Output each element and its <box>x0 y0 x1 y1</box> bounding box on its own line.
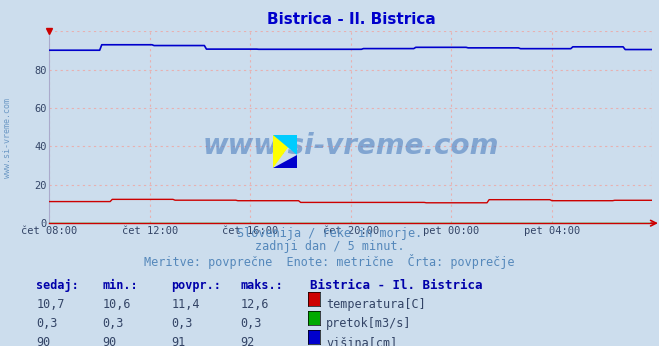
Title: Bistrica - Il. Bistrica: Bistrica - Il. Bistrica <box>266 12 436 27</box>
Text: temperatura[C]: temperatura[C] <box>326 298 426 311</box>
Text: 90: 90 <box>102 336 117 346</box>
Text: 10,7: 10,7 <box>36 298 65 311</box>
Text: 92: 92 <box>241 336 255 346</box>
Polygon shape <box>273 135 297 168</box>
Text: pretok[m3/s]: pretok[m3/s] <box>326 317 412 330</box>
Text: zadnji dan / 5 minut.: zadnji dan / 5 minut. <box>254 240 405 254</box>
Text: višina[cm]: višina[cm] <box>326 336 397 346</box>
Text: sedaj:: sedaj: <box>36 279 79 292</box>
Text: maks.:: maks.: <box>241 279 283 292</box>
Text: 0,3: 0,3 <box>241 317 262 330</box>
Text: povpr.:: povpr.: <box>171 279 221 292</box>
Text: www.si-vreme.com: www.si-vreme.com <box>3 98 13 179</box>
Text: 11,4: 11,4 <box>171 298 200 311</box>
Polygon shape <box>273 135 297 155</box>
Text: 0,3: 0,3 <box>36 317 57 330</box>
Polygon shape <box>273 155 297 168</box>
Text: min.:: min.: <box>102 279 138 292</box>
Text: 0,3: 0,3 <box>102 317 123 330</box>
Text: Meritve: povprečne  Enote: metrične  Črta: povprečje: Meritve: povprečne Enote: metrične Črta:… <box>144 254 515 269</box>
Text: 91: 91 <box>171 336 186 346</box>
Text: 10,6: 10,6 <box>102 298 130 311</box>
Text: www.si-vreme.com: www.si-vreme.com <box>203 133 499 160</box>
Text: Slovenija / reke in morje.: Slovenija / reke in morje. <box>237 227 422 240</box>
Text: 12,6: 12,6 <box>241 298 269 311</box>
Text: 0,3: 0,3 <box>171 317 192 330</box>
Text: 90: 90 <box>36 336 51 346</box>
Text: Bistrica - Il. Bistrica: Bistrica - Il. Bistrica <box>310 279 482 292</box>
